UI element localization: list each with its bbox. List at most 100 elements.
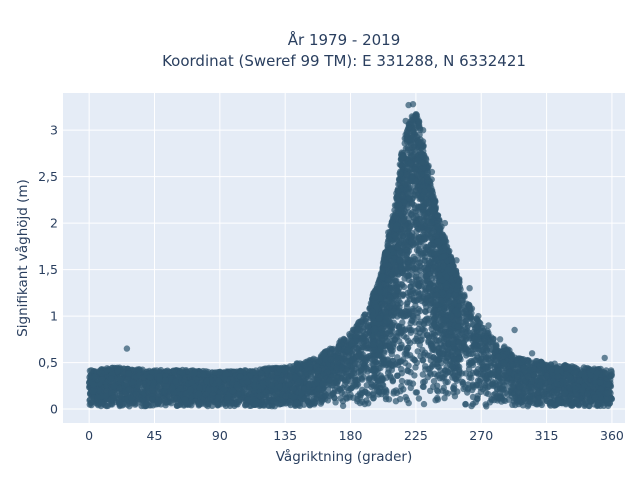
data-point (164, 367, 171, 374)
data-point (488, 396, 495, 404)
data-point (287, 373, 294, 380)
data-point (608, 371, 615, 378)
data-point (594, 402, 601, 409)
data-point (337, 386, 344, 393)
data-point (482, 372, 489, 379)
data-point (251, 401, 259, 408)
data-point (125, 370, 132, 377)
data-point (320, 350, 328, 358)
data-point (463, 352, 470, 359)
data-point (98, 376, 106, 383)
data-point (462, 307, 469, 315)
data-point (196, 384, 203, 392)
data-point (359, 398, 366, 406)
data-point (114, 368, 121, 375)
data-point (489, 339, 496, 346)
data-point (498, 398, 505, 405)
data-point (339, 402, 347, 410)
data-point (338, 354, 345, 361)
data-point (572, 369, 579, 376)
data-points (86, 101, 615, 410)
data-point (465, 385, 472, 392)
data-point (362, 358, 369, 366)
data-point (580, 364, 588, 371)
data-point (116, 384, 123, 392)
data-point (415, 395, 423, 402)
data-point (596, 379, 604, 386)
data-point (506, 369, 513, 376)
data-point (86, 401, 94, 408)
data-point (349, 347, 356, 354)
data-point (354, 395, 361, 403)
data-point (351, 360, 359, 367)
data-point (465, 365, 473, 373)
data-point (263, 367, 271, 374)
data-point (487, 359, 495, 367)
data-point (209, 402, 216, 409)
data-point (357, 366, 365, 373)
data-point (470, 384, 477, 391)
data-point (327, 356, 334, 363)
data-point (524, 403, 531, 410)
data-point (306, 381, 313, 388)
data-point (520, 364, 527, 372)
data-point (324, 368, 331, 376)
data-point (363, 382, 370, 389)
data-point (530, 371, 537, 378)
data-point (364, 390, 371, 397)
data-point (528, 359, 536, 366)
data-point (332, 399, 339, 406)
data-point (346, 394, 353, 401)
data-point (481, 384, 489, 391)
data-point (258, 370, 265, 378)
data-point (481, 337, 488, 345)
data-point (535, 395, 542, 402)
data-point (88, 367, 95, 374)
data-point (315, 386, 322, 393)
data-point (476, 342, 484, 350)
data-point (339, 370, 346, 377)
data-point (407, 369, 414, 376)
chart-title: År 1979 - 2019 (288, 30, 401, 49)
data-point (170, 394, 178, 402)
data-point (290, 393, 297, 401)
data-point (116, 375, 124, 383)
data-point (285, 381, 293, 388)
data-point (478, 358, 485, 366)
data-point (483, 347, 490, 354)
data-point (337, 340, 345, 347)
data-point (488, 372, 496, 379)
data-point (489, 378, 496, 386)
data-point (152, 401, 159, 408)
data-point (499, 379, 506, 386)
data-point (500, 344, 508, 352)
data-point (468, 374, 475, 382)
data-point (125, 386, 132, 393)
data-point (244, 396, 252, 403)
data-point (509, 361, 516, 368)
data-point (472, 399, 479, 406)
data-point (466, 302, 473, 309)
data-point (561, 389, 569, 397)
data-point (602, 370, 609, 377)
data-point (471, 341, 478, 348)
data-point (540, 390, 548, 397)
data-point (181, 376, 188, 384)
data-point (281, 385, 289, 392)
data-point (560, 378, 567, 385)
data-point (402, 393, 409, 401)
data-point (482, 365, 489, 373)
data-point (475, 381, 483, 388)
data-point (576, 378, 583, 385)
data-point (363, 315, 370, 322)
data-point (363, 365, 371, 372)
data-point (168, 400, 175, 407)
data-point (311, 399, 318, 406)
data-point (398, 377, 406, 385)
data-point (474, 392, 481, 400)
data-point (608, 395, 615, 402)
data-point (460, 339, 467, 346)
data-point (407, 384, 414, 392)
data-point (235, 390, 242, 398)
